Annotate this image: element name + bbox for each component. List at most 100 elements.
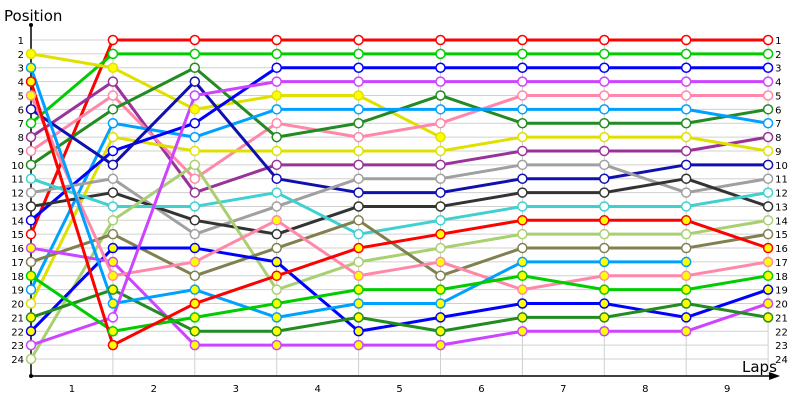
data-point-marker — [25, 284, 37, 295]
data-point-marker — [353, 326, 364, 337]
series-line-dark-blue — [30, 80, 769, 195]
data-point-marker — [353, 284, 364, 295]
data-point-marker — [107, 215, 119, 226]
series-line-red-filled — [29, 81, 769, 347]
y-axis-title: Position — [4, 7, 62, 25]
y-tick-label: 1 — [18, 36, 24, 47]
x-axis-title: Laps — [742, 358, 777, 376]
data-point-marker — [762, 201, 774, 212]
data-point-marker — [762, 228, 774, 240]
data-point-marker — [25, 339, 37, 351]
data-point-marker — [189, 90, 201, 101]
data-point-marker — [517, 187, 528, 198]
data-point-marker — [107, 117, 119, 129]
series-line-dark-green-filled — [30, 288, 769, 333]
data-point-marker — [435, 270, 446, 282]
y-tick-label-right: 7 — [775, 119, 781, 130]
data-point-marker — [189, 173, 201, 184]
data-point-marker — [189, 62, 201, 73]
data-point-marker — [762, 76, 774, 87]
data-point-marker — [189, 48, 201, 60]
data-point-marker — [599, 104, 610, 115]
data-point-marker — [189, 187, 201, 198]
data-point-marker — [353, 256, 364, 268]
y-tick-label: 15 — [11, 230, 24, 241]
data-point-marker — [353, 215, 364, 226]
x-tick-label: 9 — [724, 384, 730, 395]
y-tick-label: 19 — [11, 286, 24, 297]
data-point-marker — [353, 201, 364, 212]
data-point-marker — [271, 90, 282, 101]
data-point-marker — [189, 256, 201, 268]
y-tick-label: 7 — [18, 119, 24, 130]
data-point-marker — [107, 76, 119, 87]
data-point-marker — [599, 159, 610, 171]
data-point-marker — [107, 339, 119, 351]
data-point-marker — [762, 159, 774, 171]
data-point-marker — [189, 270, 201, 282]
data-point-marker — [25, 215, 37, 226]
x-tick-label: 4 — [314, 384, 320, 395]
y-tick-label-right: 17 — [775, 258, 788, 269]
data-point-marker — [599, 256, 610, 268]
data-point-marker — [271, 104, 282, 115]
y-tick-label: 14 — [11, 216, 24, 227]
y-tick-label-right: 13 — [775, 202, 788, 213]
x-tick-label: 3 — [233, 384, 239, 395]
y-tick-label: 18 — [11, 272, 24, 283]
data-point-marker — [353, 62, 364, 73]
data-point-marker — [435, 34, 446, 46]
data-point-marker — [680, 48, 692, 60]
data-point-marker — [680, 104, 692, 115]
data-point-marker — [680, 298, 692, 309]
data-point-marker — [762, 34, 774, 46]
series-line-blue — [30, 66, 769, 222]
data-point-marker — [107, 242, 119, 254]
data-point-marker — [353, 270, 364, 282]
data-point-marker — [353, 76, 364, 87]
data-point-marker — [762, 187, 774, 198]
data-point-marker — [271, 326, 282, 337]
y-tick-label: 11 — [11, 175, 24, 186]
data-point-marker — [107, 104, 119, 115]
data-point-marker — [599, 201, 610, 212]
data-point-marker — [353, 173, 364, 184]
x-tick-label: 6 — [478, 384, 484, 395]
y-tick-label: 22 — [11, 327, 24, 338]
data-point-marker — [271, 284, 282, 295]
y-tick-label-right: 4 — [775, 78, 781, 89]
data-point-marker — [25, 326, 37, 337]
data-point-marker — [599, 117, 610, 129]
data-point-marker — [435, 104, 446, 115]
series-markers — [25, 34, 774, 365]
data-point-marker — [680, 117, 692, 129]
data-point-marker — [107, 159, 119, 171]
y-tick-label-right: 22 — [775, 327, 788, 338]
data-point-marker — [107, 131, 119, 143]
data-point-marker — [25, 353, 37, 365]
data-point-marker — [271, 228, 282, 240]
data-point-marker — [517, 215, 528, 226]
data-point-marker — [762, 145, 774, 157]
data-point-marker — [435, 117, 446, 129]
data-point-marker — [762, 215, 774, 226]
data-point-marker — [435, 228, 446, 240]
data-point-marker — [107, 298, 119, 309]
data-point-marker — [435, 90, 446, 101]
x-tick-label: 2 — [151, 384, 157, 395]
data-point-marker — [517, 256, 528, 268]
data-point-marker — [271, 34, 282, 46]
data-point-marker — [762, 173, 774, 184]
data-point-marker — [107, 312, 119, 323]
series-line-yellow — [29, 135, 769, 305]
y-tick-label: 24 — [11, 355, 24, 366]
data-point-marker — [271, 187, 282, 198]
data-point-marker — [680, 242, 692, 254]
data-point-marker — [517, 90, 528, 101]
y-tick-label: 16 — [11, 244, 24, 255]
data-point-marker — [189, 326, 201, 337]
y-tick-label: 13 — [11, 202, 24, 213]
data-point-marker — [762, 284, 774, 295]
y-tick-label-right: 6 — [775, 105, 781, 116]
